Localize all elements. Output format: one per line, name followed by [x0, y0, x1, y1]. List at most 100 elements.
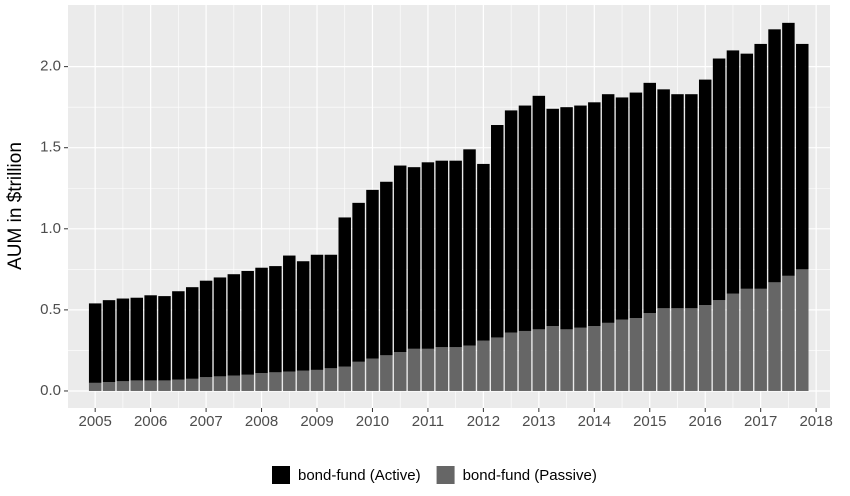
y-tick-label: 1.0 — [40, 220, 61, 237]
bar — [560, 329, 573, 391]
bar — [643, 313, 656, 391]
bar — [421, 162, 435, 349]
bar — [380, 181, 393, 356]
y-tick-label: 1.5 — [40, 139, 61, 156]
bar — [726, 50, 740, 294]
bar — [393, 352, 407, 391]
bar — [615, 97, 629, 320]
y-axis-title: AUM in $trillion — [5, 142, 26, 270]
bar — [366, 358, 379, 391]
bar — [768, 29, 781, 283]
bar — [796, 269, 809, 391]
bar — [338, 366, 351, 391]
bar — [366, 189, 379, 359]
bar — [380, 355, 393, 391]
bar — [158, 296, 171, 381]
bar — [712, 300, 726, 391]
x-tick-label: 2005 — [78, 413, 111, 430]
x-tick-label: 2011 — [412, 413, 444, 430]
bar — [130, 297, 144, 381]
bar — [491, 337, 504, 391]
bar — [504, 332, 518, 391]
bar — [754, 43, 767, 289]
x-tick-label: 2017 — [744, 413, 777, 430]
bar — [754, 288, 767, 391]
x-tick-label: 2010 — [356, 413, 389, 430]
bar — [269, 266, 282, 373]
bar — [213, 277, 227, 377]
y-tick-label: 2.0 — [40, 58, 61, 75]
bar — [130, 380, 144, 391]
bar — [477, 340, 490, 391]
bar — [227, 375, 241, 391]
bar — [407, 167, 421, 349]
x-tick-label: 2007 — [189, 413, 222, 430]
bar — [296, 261, 310, 371]
bar — [199, 280, 213, 378]
bar — [463, 149, 476, 346]
bar — [796, 43, 809, 270]
bar — [532, 95, 546, 330]
bar — [601, 94, 615, 323]
bar — [185, 378, 199, 391]
bar — [172, 379, 185, 391]
bar — [615, 319, 629, 391]
bar — [740, 288, 754, 391]
legend-label: bond-fund (Passive) — [463, 467, 597, 484]
x-tick-label: 2016 — [689, 413, 722, 430]
bar — [782, 22, 795, 276]
bar — [352, 361, 365, 391]
bar — [560, 107, 573, 330]
bar — [629, 92, 643, 318]
bar — [449, 347, 462, 391]
bar — [310, 369, 324, 391]
bar — [185, 287, 199, 379]
x-tick-label: 2014 — [578, 413, 611, 430]
bar — [241, 374, 254, 391]
bar — [158, 380, 171, 391]
x-tick-label: 2008 — [245, 413, 278, 430]
x-tick-label: 2015 — [633, 413, 666, 430]
bar — [657, 89, 670, 309]
bar — [144, 380, 157, 391]
bar — [241, 270, 254, 375]
bar — [102, 300, 116, 383]
bar — [532, 329, 546, 391]
bar — [255, 267, 268, 374]
bar — [102, 382, 116, 391]
bar — [698, 79, 712, 306]
bar — [740, 53, 754, 289]
legend-label: bond-fund (Active) — [298, 467, 421, 484]
bar — [601, 322, 615, 391]
bar — [574, 327, 587, 391]
y-tick-label: 0.0 — [40, 382, 61, 399]
legend-key — [436, 466, 455, 484]
bar — [518, 105, 532, 331]
bar — [671, 308, 684, 391]
legend-key — [272, 466, 290, 484]
bar — [685, 94, 698, 309]
bar — [213, 376, 227, 391]
bar — [269, 372, 282, 391]
bar — [116, 381, 130, 391]
bar — [657, 308, 670, 391]
bar — [172, 291, 185, 380]
bar — [477, 163, 490, 341]
bar — [588, 102, 601, 327]
y-tick-label: 0.5 — [40, 301, 61, 318]
bar — [296, 370, 310, 391]
bar — [283, 255, 296, 372]
bar — [88, 303, 102, 383]
bar — [199, 377, 213, 391]
bar — [435, 347, 449, 391]
bar — [407, 348, 421, 391]
x-tick-label: 2018 — [799, 413, 832, 430]
bar — [116, 298, 130, 382]
bar — [629, 317, 643, 391]
bar — [88, 382, 102, 391]
bar — [518, 330, 532, 391]
bar — [491, 125, 504, 338]
bar — [255, 373, 268, 391]
bar — [588, 326, 601, 391]
bar — [393, 165, 407, 353]
